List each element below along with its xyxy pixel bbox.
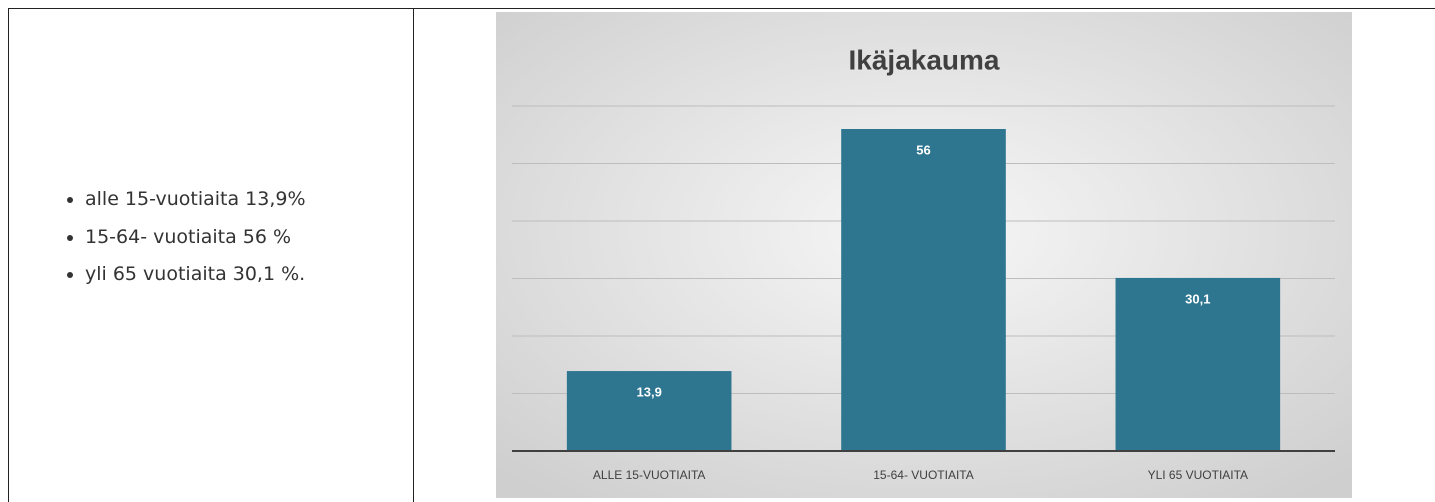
bullet-list: alle 15-vuotiaita 13,9%15-64- vuotiaita …: [45, 181, 306, 294]
chart: Ikäjakauma 13,9 ALLE 15-VUOTIAITA 56 15-64-…: [496, 12, 1352, 498]
list-item: alle 15-vuotiaita 13,9%: [85, 181, 306, 219]
data-label: 56: [916, 142, 930, 157]
list-item: yli 65 vuotiaita 30,1 %.: [85, 256, 306, 294]
data-label: 30,1: [1185, 291, 1210, 306]
chart-title: Ikäjakauma: [849, 44, 1000, 75]
table: alle 15-vuotiaita 13,9%15-64- vuotiaita …: [8, 8, 1435, 502]
bar: [841, 129, 1006, 451]
x-tick-label: ALLE 15-VUOTIAITA: [593, 468, 705, 482]
x-tick-label: 15-64- VUOTIAITA: [873, 468, 973, 482]
list-item: 15-64- vuotiaita 56 %: [85, 219, 306, 257]
data-label: 13,9: [637, 385, 662, 400]
table-cell: alle 15-vuotiaita 13,9%15-64- vuotiaita …: [8, 9, 414, 502]
x-tick-label: YLI 65 VUOTIAITA: [1148, 468, 1248, 482]
bar: [1115, 277, 1281, 451]
bar: [566, 371, 732, 451]
